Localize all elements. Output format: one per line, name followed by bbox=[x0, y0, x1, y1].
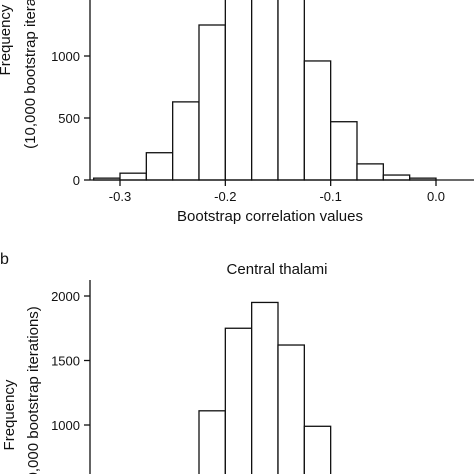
panel-a-bar bbox=[198, 24, 226, 181]
panel-a-bar bbox=[251, 0, 279, 181]
panel-b-bar bbox=[224, 327, 253, 474]
panel-b-y-tick-label: 1000 bbox=[51, 418, 80, 433]
panel-a-bar bbox=[119, 172, 147, 181]
panel-b-bar bbox=[198, 410, 226, 474]
panel-a-bars bbox=[93, 0, 437, 181]
panel-b-y-label: Frequency bbox=[1, 379, 18, 450]
panel-a-bar bbox=[330, 121, 358, 181]
panel-b-y-tick-label: 1500 bbox=[51, 354, 80, 369]
panel-b-bar bbox=[303, 425, 332, 474]
panel-a: 0 500 1000 -0.3 -0.2 -0.1 0.0 Frequency (10,0… bbox=[0, 0, 474, 225]
panel-b-label: b bbox=[0, 251, 9, 268]
panel-b-y-label-sub: (10,000 bootstrap iterations) bbox=[25, 306, 42, 474]
panel-b-bar bbox=[277, 344, 305, 474]
panel-a-x-tick-label: -0.3 bbox=[109, 189, 131, 204]
panel-a-x-label: Bootstrap correlation values bbox=[177, 208, 363, 225]
panel-a-y-tick-label: 500 bbox=[58, 111, 80, 126]
panel-a-y-tick-label: 1000 bbox=[51, 49, 80, 64]
panel-a-bar bbox=[277, 0, 305, 181]
panel-b-y-tick-label: 2000 bbox=[51, 289, 80, 304]
panel-a-bar bbox=[356, 163, 384, 181]
panel-a-x-tick-label: -0.2 bbox=[214, 189, 236, 204]
panel-b-title: Central thalami bbox=[227, 261, 328, 278]
panel-b-bar bbox=[251, 301, 279, 474]
panel-a-y-label-sub: (10,000 bootstrap iterations) bbox=[22, 0, 39, 149]
panel-a-x-tick-label: -0.1 bbox=[319, 189, 341, 204]
panel-a-bar bbox=[145, 152, 174, 181]
panel-a-bar bbox=[172, 101, 200, 181]
panel-b: b Central thalami 1000 1500 2000 Frequency… bbox=[0, 251, 332, 474]
panel-b-bars bbox=[198, 301, 332, 474]
panel-a-y-label: Frequency bbox=[0, 4, 14, 75]
panel-a-bar bbox=[382, 174, 411, 181]
panel-a-y-tick-label: 0 bbox=[73, 173, 80, 188]
panel-a-bar bbox=[224, 0, 253, 181]
panel-a-x-tick-label: 0.0 bbox=[427, 189, 445, 204]
panel-a-bar bbox=[303, 60, 332, 181]
